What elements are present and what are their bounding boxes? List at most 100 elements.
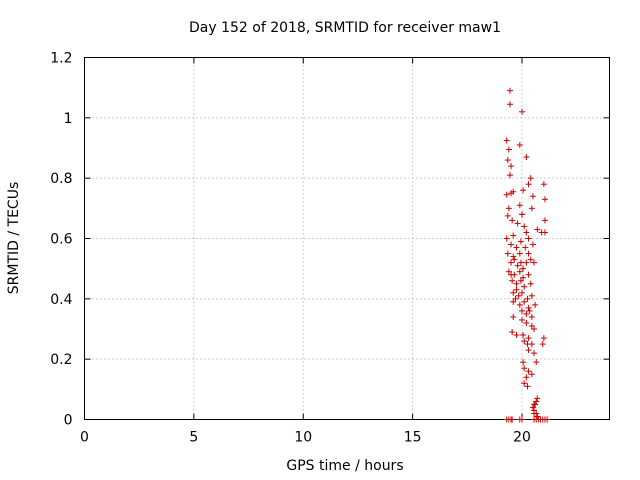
data-point (509, 277, 516, 284)
data-point (521, 365, 528, 372)
data-point (505, 146, 512, 153)
data-point (506, 172, 513, 179)
data-point (522, 244, 529, 251)
data-point (525, 250, 532, 257)
x-tick-label: 5 (189, 430, 198, 446)
y-tick-label: 0.8 (50, 171, 72, 187)
data-point (523, 259, 530, 266)
x-tick-label: 15 (404, 430, 422, 446)
data-point (503, 235, 510, 242)
data-point (520, 359, 527, 366)
x-axis-label: GPS time / hours (286, 458, 403, 474)
data-point (531, 326, 538, 332)
y-tick-label: 1.2 (50, 51, 72, 67)
data-point (512, 295, 519, 302)
data-point (534, 413, 541, 420)
data-point (513, 280, 520, 287)
data-point (519, 316, 525, 323)
data-point (516, 141, 523, 148)
data-point (516, 268, 523, 275)
data-point (523, 229, 530, 236)
axis-ticks: 0 5 10 15 20 0 0.2 0.4 0.6 0.8 1 1.2 (50, 51, 610, 446)
data-point (520, 332, 527, 339)
data-point (508, 241, 515, 248)
data-point (541, 196, 548, 203)
data-point (541, 217, 548, 224)
data-point (516, 202, 523, 209)
data-point (533, 398, 540, 405)
data-point (527, 175, 534, 182)
data-point (519, 108, 525, 115)
data-point (510, 289, 517, 296)
data-point (520, 274, 527, 281)
data-point (540, 181, 547, 188)
data-point (510, 298, 517, 305)
data-point (510, 253, 517, 260)
data-point (505, 268, 512, 275)
data-point (521, 298, 528, 305)
data-point (509, 416, 516, 423)
data-point (531, 401, 538, 408)
data-point (519, 307, 525, 314)
data-point (508, 163, 515, 170)
data-point (531, 259, 538, 266)
data-point (509, 329, 516, 336)
data-point (521, 338, 528, 345)
data-point (525, 235, 532, 242)
data-point (524, 295, 531, 302)
data-point (534, 226, 541, 233)
data-point (529, 193, 536, 200)
grid (84, 57, 610, 420)
data-point (513, 286, 520, 293)
data-point (517, 238, 524, 245)
y-tick-label: 0.4 (50, 292, 72, 308)
data-point (508, 259, 515, 266)
data-point (519, 289, 525, 296)
data-point (519, 211, 525, 218)
data-point (541, 229, 548, 236)
x-tick-label: 10 (294, 430, 312, 446)
data-point (511, 256, 518, 263)
data-point (528, 313, 535, 320)
data-point (503, 137, 510, 144)
data-point (521, 380, 528, 387)
data-point (515, 292, 522, 299)
data-point (504, 157, 511, 164)
data-point (525, 304, 532, 311)
data-point (506, 87, 513, 94)
data-point (508, 190, 515, 197)
data-point (529, 241, 536, 248)
y-axis-label: SRMTID / TECUs (6, 182, 22, 295)
data-point (528, 205, 535, 212)
data-point (523, 310, 530, 317)
data-point (521, 223, 528, 230)
data-point (504, 250, 511, 257)
y-tick-label: 0.2 (50, 352, 72, 368)
data-point (531, 350, 538, 357)
data-point (517, 259, 524, 266)
data-point (534, 395, 541, 402)
data-point (527, 280, 534, 287)
y-tick-label: 1 (64, 111, 73, 127)
data-point (533, 359, 540, 366)
data-point (539, 341, 546, 348)
data-point (523, 374, 530, 381)
data-point (513, 244, 520, 251)
data-point (504, 212, 511, 219)
data-point (524, 383, 531, 390)
data-point (519, 416, 525, 423)
y-tick-label: 0.6 (50, 232, 72, 248)
data-point (540, 335, 547, 342)
data-point (525, 271, 532, 278)
data-point (516, 301, 523, 308)
data-point (525, 368, 532, 375)
data-point (517, 277, 524, 284)
data-point (516, 250, 523, 257)
data-point (523, 154, 530, 161)
data-point (511, 271, 518, 278)
data-point (525, 335, 532, 342)
data-point (503, 191, 510, 198)
data-points (503, 87, 551, 423)
data-point (510, 313, 517, 320)
